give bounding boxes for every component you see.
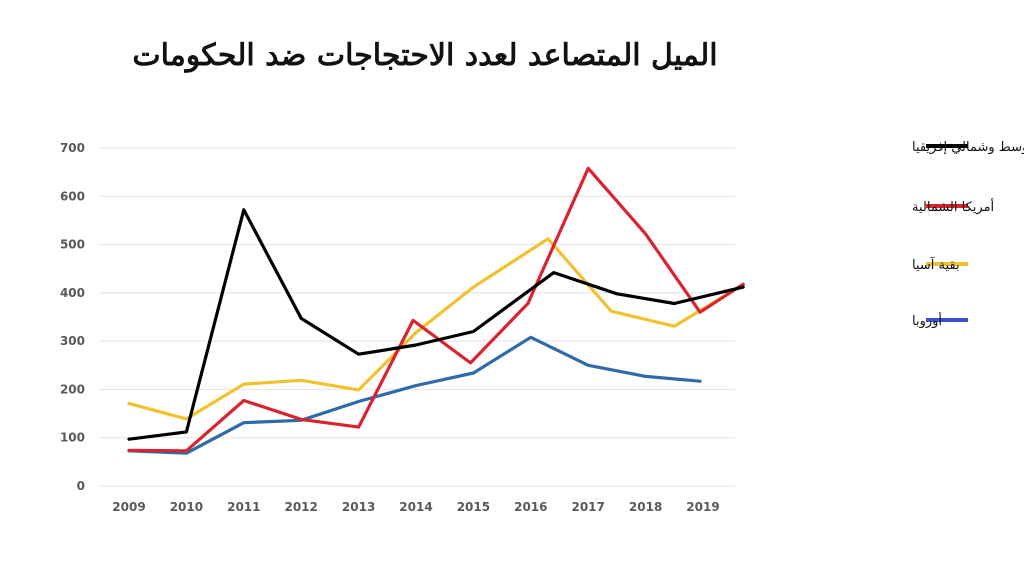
x-tick-label: 2016 bbox=[514, 500, 547, 514]
series-line-2 bbox=[127, 237, 745, 421]
grid-lines bbox=[99, 147, 735, 487]
series-lines bbox=[127, 166, 745, 455]
x-tick-label: 2015 bbox=[457, 500, 490, 514]
series-line-3 bbox=[127, 335, 702, 455]
y-tick-label: 600 bbox=[60, 189, 85, 203]
y-tick-label: 100 bbox=[60, 431, 85, 445]
x-tick-label: 2011 bbox=[227, 500, 260, 514]
x-tick-label: 2010 bbox=[170, 500, 203, 514]
y-tick-label: 400 bbox=[60, 286, 85, 300]
x-tick-label: 2009 bbox=[112, 500, 145, 514]
x-tick-label: 2018 bbox=[629, 500, 662, 514]
x-tick-label: 2017 bbox=[571, 500, 604, 514]
legend: الشرق الأوسط وشمالي إفريقيا أمريكا الشمال… bbox=[912, 138, 1024, 329]
legend-label: الشرق الأوسط وشمالي إفريقيا bbox=[912, 138, 1024, 155]
x-tick-label: 2012 bbox=[284, 500, 317, 514]
legend-label: أمريكا الشمالية bbox=[912, 198, 994, 215]
y-axis-ticks: 0 100 200 300 400 500 600 700 bbox=[60, 141, 85, 493]
y-tick-label: 700 bbox=[60, 141, 85, 155]
x-tick-label: 2014 bbox=[399, 500, 432, 514]
y-tick-label: 200 bbox=[60, 382, 85, 396]
legend-label: بقية آسيا bbox=[912, 256, 960, 273]
chart-title: الميل المتصاعد لعدد الاحتجاجات ضد الحكوم… bbox=[132, 38, 718, 73]
y-tick-label: 300 bbox=[60, 334, 85, 348]
x-tick-label: 2019 bbox=[686, 500, 719, 514]
y-tick-label: 500 bbox=[60, 238, 85, 252]
legend-label: أوروبا bbox=[912, 312, 942, 329]
series-line-0 bbox=[127, 208, 745, 441]
y-tick-label: 0 bbox=[77, 479, 85, 493]
series-line-1 bbox=[127, 166, 745, 453]
x-axis-ticks: 2009 2010 2011 2012 2013 2014 2015 2016 2017 2018… bbox=[112, 500, 719, 514]
x-tick-label: 2013 bbox=[342, 500, 375, 514]
